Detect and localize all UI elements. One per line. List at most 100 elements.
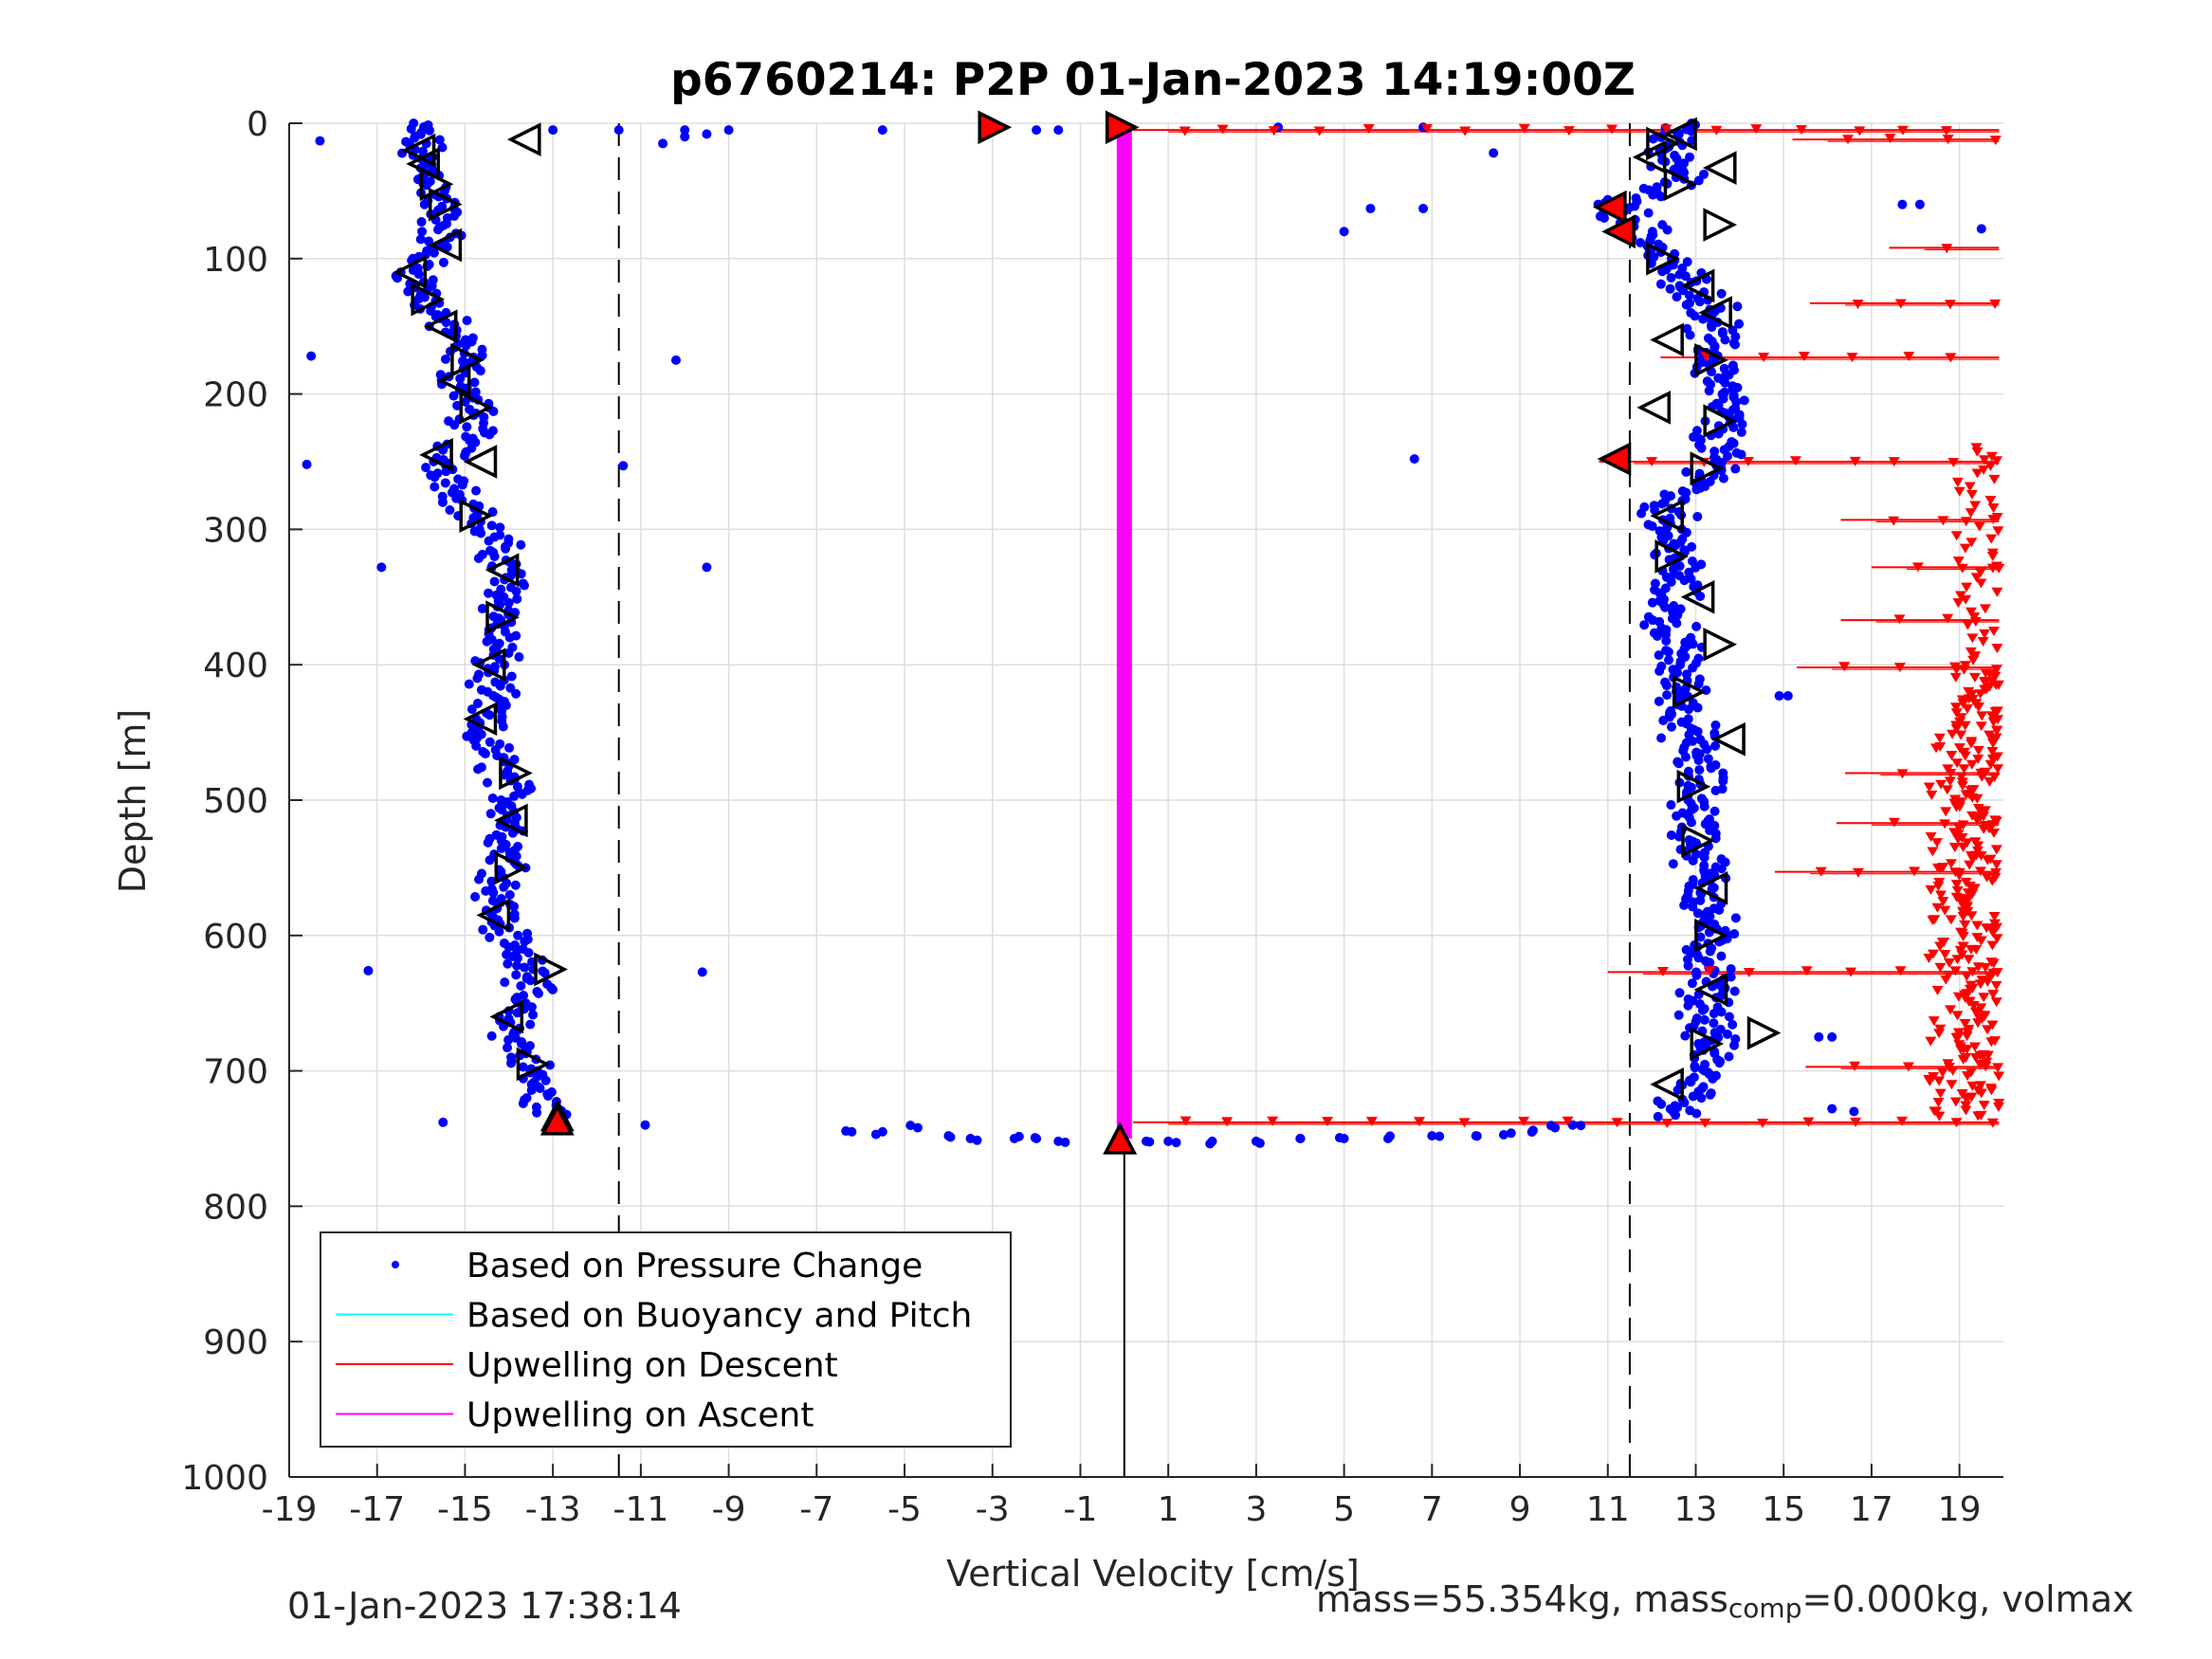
- descent-marker: [1993, 680, 2005, 690]
- descent-marker: [1896, 769, 1909, 779]
- open-triangle-marker: [1681, 824, 1715, 858]
- descent-marker: [1969, 1052, 1982, 1063]
- descent-marker: [1950, 724, 1963, 735]
- pressure-point: [503, 958, 513, 969]
- pressure-point: [509, 902, 520, 912]
- descent-marker: [1852, 867, 1864, 878]
- descent-marker: [1966, 854, 1979, 865]
- pressure-point: [1545, 1121, 1556, 1131]
- descent-marker: [1950, 1118, 1963, 1128]
- open-triangle-marker: [1702, 151, 1737, 185]
- pressure-point: [495, 681, 505, 691]
- descent-marker: [1979, 806, 1991, 816]
- pressure-point: [415, 234, 426, 245]
- filled-triangle-marker: [1601, 214, 1636, 249]
- pressure-point: [1774, 691, 1784, 702]
- descent-marker: [1987, 738, 2000, 749]
- descent-marker: [1990, 980, 2002, 991]
- pressure-point: [1691, 621, 1702, 631]
- descent-marker: [1984, 495, 1997, 505]
- open-triangle-marker: [429, 187, 463, 222]
- descent-marker: [1518, 123, 1530, 134]
- pressure-point: [1694, 765, 1705, 775]
- descent-marker: [1945, 859, 1957, 869]
- pressure-point: [430, 472, 440, 483]
- descent-marker: [1950, 702, 1963, 713]
- pressure-point: [315, 136, 325, 146]
- x-tick-label: 5: [1333, 1490, 1355, 1529]
- descent-marker: [1953, 486, 1965, 497]
- pressure-point: [1683, 960, 1693, 971]
- pressure-point: [488, 887, 499, 898]
- pressure-point: [1682, 257, 1692, 267]
- open-triangle-marker: [1680, 268, 1715, 303]
- open-triangle-marker: [1690, 451, 1725, 485]
- descent-marker: [1985, 451, 1998, 462]
- descent-marker: [1961, 1071, 1973, 1082]
- descent-marker: [1990, 725, 2002, 736]
- descent-marker: [1986, 563, 1999, 574]
- pressure-point: [702, 562, 712, 573]
- pressure-point: [1699, 1014, 1709, 1025]
- descent-marker: [1942, 764, 1954, 775]
- descent-marker: [1964, 860, 1976, 870]
- pressure-point: [548, 125, 558, 136]
- open-triangle-marker: [1636, 391, 1672, 425]
- descent-marker: [1981, 872, 1993, 883]
- x-tick-label: -13: [525, 1490, 581, 1529]
- pressure-point: [504, 889, 515, 900]
- descent-marker: [1971, 921, 1983, 931]
- descent-marker: [1968, 611, 1981, 622]
- x-tick-label: 19: [1938, 1490, 1982, 1529]
- pressure-point: [393, 273, 403, 283]
- pressure-point: [484, 536, 494, 546]
- pressure-point: [1814, 1031, 1824, 1042]
- pressure-point: [1686, 1077, 1696, 1087]
- descent-marker: [1959, 751, 1971, 761]
- descent-marker: [1923, 782, 1935, 793]
- triangle-markers: [393, 110, 1782, 1155]
- descent-marker: [1978, 465, 1990, 475]
- open-triangle-marker: [463, 445, 498, 479]
- pressure-point: [1695, 932, 1706, 942]
- pressure-point: [484, 855, 495, 866]
- descent-marker: [1972, 962, 1984, 973]
- pressure-point: [1599, 212, 1609, 223]
- descent-marker: [1983, 668, 1996, 679]
- pressure-point: [525, 975, 536, 986]
- legend-label: Upwelling on Ascent: [466, 1396, 814, 1435]
- pressure-point: [1687, 541, 1697, 552]
- descent-marker: [1972, 702, 1984, 713]
- descent-marker: [1421, 123, 1434, 134]
- descent-marker: [1976, 711, 1988, 721]
- descent-marker: [1322, 1117, 1334, 1127]
- pressure-point: [430, 482, 440, 492]
- y-tick-label: 100: [203, 241, 268, 280]
- pressure-point: [506, 1058, 517, 1068]
- descent-marker: [1968, 884, 1981, 894]
- descent-marker: [1884, 133, 1896, 143]
- pressure-point: [511, 970, 521, 980]
- pressure-point: [464, 679, 474, 689]
- descent-marker: [1943, 958, 1955, 969]
- descent-marker: [1902, 1062, 1914, 1072]
- pressure-point: [1722, 1029, 1732, 1039]
- pressure-point: [445, 505, 455, 515]
- pressure-point: [1732, 301, 1743, 312]
- descent-marker: [1974, 866, 1986, 877]
- descent-marker: [1966, 1081, 1979, 1091]
- pressure-point: [1679, 900, 1690, 910]
- x-tick-label: 17: [1850, 1490, 1893, 1529]
- pressure-point: [1729, 1040, 1740, 1050]
- pressure-point: [1710, 720, 1721, 731]
- pressure-point: [1654, 665, 1665, 676]
- pressure-point: [1655, 191, 1666, 202]
- pressure-point: [1737, 419, 1747, 429]
- descent-marker: [1971, 815, 1983, 826]
- descent-marker: [1979, 677, 1991, 687]
- open-triangle-marker: [1672, 674, 1707, 709]
- pressure-point: [1673, 1010, 1684, 1020]
- pressure-point: [438, 1117, 448, 1127]
- pressure-point: [1690, 311, 1700, 321]
- open-triangle-marker: [1693, 973, 1728, 1007]
